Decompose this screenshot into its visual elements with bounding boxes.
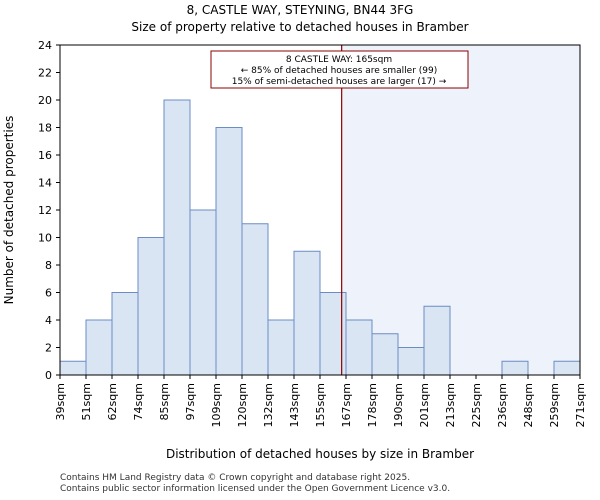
x-tick-label: 109sqm [210, 383, 223, 427]
x-tick-label: 120sqm [236, 383, 249, 427]
larger-region-shade [341, 45, 580, 375]
x-tick-label: 62sqm [106, 383, 119, 420]
y-tick-label: 14 [38, 177, 52, 190]
y-tick-label: 2 [45, 342, 52, 355]
histogram-bar [241, 223, 269, 376]
y-tick-label: 8 [45, 259, 52, 272]
x-tick-label: 132sqm [262, 383, 275, 427]
histogram-bar [371, 333, 399, 376]
histogram-bar [293, 250, 321, 376]
x-tick-label: 201sqm [418, 383, 431, 427]
x-tick-label: 155sqm [314, 383, 327, 427]
x-axis-label: Distribution of detached houses by size … [166, 447, 474, 461]
x-tick-label: 190sqm [392, 383, 405, 427]
footer-line-2: Contains public sector information licen… [60, 484, 451, 494]
x-tick-label: 74sqm [132, 383, 145, 420]
y-tick-label: 4 [45, 314, 52, 327]
x-tick-label: 248sqm [522, 383, 535, 427]
histogram-bar [501, 360, 529, 376]
y-tick-label: 12 [38, 204, 52, 217]
x-tick-label: 213sqm [444, 383, 457, 427]
x-tick-label: 178sqm [366, 383, 379, 427]
x-tick-label: 51sqm [80, 383, 93, 420]
histogram-bar [59, 360, 87, 376]
histogram-bar [345, 319, 373, 376]
x-tick-label: 39sqm [54, 383, 67, 420]
annotation-line-1: 8 CASTLE WAY: 165sqm [286, 55, 392, 65]
y-axis-label: Number of detached properties [2, 116, 16, 305]
x-tick-label: 271sqm [574, 383, 587, 427]
y-tick-label: 22 [38, 67, 52, 80]
annotation-line-3: 15% of semi-detached houses are larger (… [232, 77, 447, 87]
x-tick-label: 236sqm [496, 383, 509, 427]
y-tick-label: 16 [38, 149, 52, 162]
y-tick-label: 20 [38, 94, 52, 107]
chart-title: 8, CASTLE WAY, STEYNING, BN44 3FG [187, 3, 414, 17]
x-tick-label: 167sqm [340, 383, 353, 427]
histogram-bar [137, 237, 165, 376]
y-tick-label: 0 [45, 369, 52, 382]
x-tick-label: 97sqm [184, 383, 197, 420]
y-tick-label: 24 [38, 39, 52, 52]
histogram-bar [215, 127, 243, 376]
chart-subtitle: Size of property relative to detached ho… [131, 20, 468, 34]
footer-line-1: Contains HM Land Registry data © Crown c… [60, 473, 411, 483]
histogram-bar [111, 292, 139, 376]
annotation-box [210, 50, 469, 89]
x-tick-label: 225sqm [470, 383, 483, 427]
histogram-bar [553, 360, 581, 376]
x-tick-label: 143sqm [288, 383, 301, 427]
y-tick-label: 6 [45, 287, 52, 300]
x-tick-label: 85sqm [158, 383, 171, 420]
x-tick-label: 259sqm [548, 383, 561, 427]
annotation-line-2: ← 85% of detached houses are smaller (99… [241, 66, 438, 76]
histogram-bar [85, 319, 113, 376]
histogram-bar [423, 305, 451, 376]
histogram-bar [397, 347, 425, 376]
histogram-bar [189, 209, 217, 376]
histogram-bar [163, 99, 191, 376]
y-tick-label: 18 [38, 122, 52, 135]
histogram-bar [267, 319, 295, 376]
y-tick-label: 10 [38, 232, 52, 245]
